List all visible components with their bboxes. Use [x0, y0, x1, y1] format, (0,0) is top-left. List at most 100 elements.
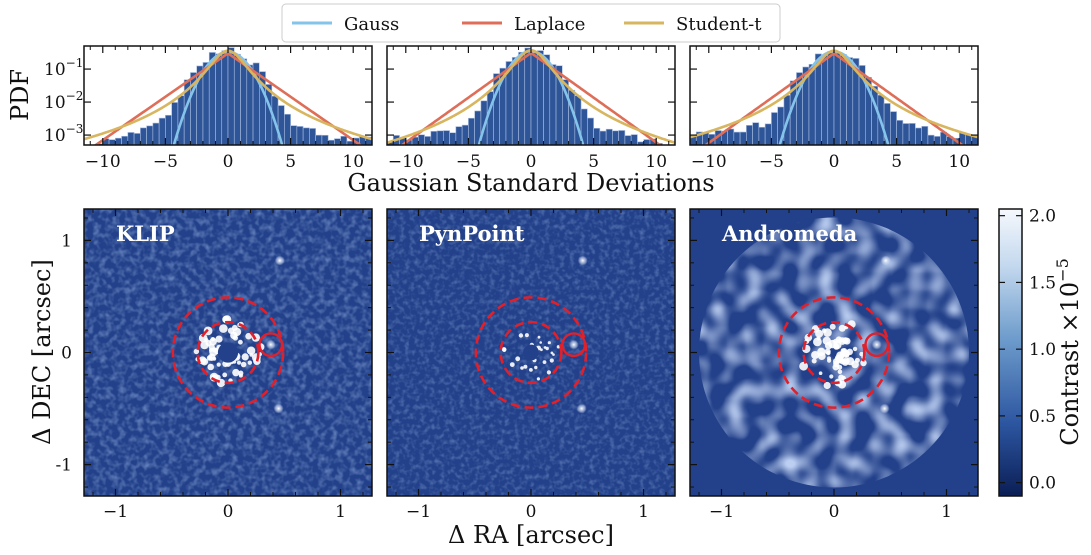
residual-speckle [811, 351, 820, 359]
y-tick-label-base: 10 [44, 126, 66, 146]
residual-speckle [236, 360, 242, 365]
x-tick-label: 5 [588, 152, 599, 172]
residual-speckle [212, 356, 217, 361]
legend-label-student-t: Student-t [676, 14, 762, 35]
histogram-bar [630, 134, 638, 145]
x-tick-label: −1 [709, 502, 734, 522]
residual-speckle [215, 335, 223, 343]
x-tick-label: 1 [638, 502, 649, 522]
residual-speckle [209, 337, 217, 346]
x-tick-label: −1 [406, 502, 431, 522]
image-area [84, 209, 372, 496]
residual-speckle [543, 346, 547, 349]
residual-speckle [238, 339, 243, 345]
histogram-bar [624, 135, 632, 145]
companion-source [871, 339, 882, 350]
residual-speckle [523, 364, 528, 369]
histogram-bar [612, 130, 619, 145]
companion-source [568, 339, 579, 350]
residual-speckle [249, 353, 254, 357]
x-tick-label: 0 [829, 502, 840, 522]
residual-speckle [547, 341, 551, 345]
companion-source [265, 339, 276, 350]
residual-speckle [200, 341, 209, 350]
residual-speckle [539, 341, 542, 344]
histogram-bar [618, 130, 626, 145]
x-tick-label: 5 [891, 152, 902, 172]
residual-speckle [860, 359, 867, 367]
histogram-bar [165, 114, 172, 145]
residual-speckle [845, 353, 850, 358]
x-tick-label: 10 [645, 152, 667, 172]
residual-speckle [245, 332, 252, 340]
residual-speckle [524, 333, 529, 338]
histogram-panel-3: −10 −5 0 5 10 [689, 45, 979, 172]
annulus-boundary [777, 296, 891, 409]
histogram-bar [233, 53, 241, 145]
annulus-boundary [196, 320, 260, 385]
y-tick-label-exponent: −3 [66, 122, 84, 136]
histogram-bar [146, 125, 154, 145]
x-tick-label: −10 [388, 152, 424, 172]
x-tick-label: −10 [85, 152, 121, 172]
histogram-bar [246, 64, 254, 145]
residual-speckle [811, 358, 817, 364]
residual-speckle [829, 374, 834, 379]
residual-speckle [515, 356, 521, 362]
histogram-bar [821, 54, 829, 145]
histogram-ylabel: PDF [6, 69, 34, 121]
residual-speckle [824, 341, 833, 350]
residual-speckle [799, 361, 808, 371]
residual-speckle [207, 363, 214, 371]
residual-speckle [841, 358, 849, 366]
residual-speckle [529, 368, 533, 372]
histogram-bar [643, 139, 651, 145]
residual-speckle [837, 338, 843, 343]
x-tick-label: −5 [153, 152, 178, 172]
model-curve-laplace [93, 51, 363, 145]
histogram-bar [108, 139, 116, 145]
residual-speckle [200, 358, 209, 366]
residual-speckle [193, 348, 200, 355]
histogram-bar [827, 50, 835, 145]
annulus-boundary [474, 296, 588, 409]
residual-speckle [818, 371, 823, 376]
histogram-bar [599, 130, 607, 145]
histogram-bar [771, 112, 778, 145]
image-area [690, 209, 978, 496]
residual-speckle [520, 366, 524, 370]
histogram-bar [933, 136, 941, 145]
residual-speckle [240, 361, 247, 368]
histogram-bar [449, 132, 457, 145]
histogram-bar [764, 123, 772, 145]
residual-speckle [247, 360, 252, 365]
panel-title: KLIP [116, 221, 175, 246]
annulus-boundary [802, 320, 866, 385]
residual-speckle [222, 372, 228, 378]
residual-speckle [546, 370, 552, 375]
histogram-bar [468, 117, 475, 145]
residual-speckle [509, 362, 515, 367]
residual-speckle [501, 347, 507, 352]
histogram-bar [158, 117, 166, 145]
residual-speckle [829, 323, 836, 330]
histogram-bar [839, 54, 847, 145]
histogram-bar [896, 120, 904, 145]
histogram-plot-area-1 [84, 47, 372, 145]
histogram-bar [215, 53, 223, 145]
y-tick-label: 1 [61, 231, 72, 251]
histogram-bar [309, 128, 316, 145]
histogram-bar [140, 127, 147, 145]
residual-speckle [843, 337, 851, 345]
histogram-bar [227, 47, 235, 145]
x-tick-label: 10 [948, 152, 970, 172]
colorbar: 2.0 1.5 1.0 0.5 0.0 [998, 207, 1056, 497]
residual-speckle [835, 345, 839, 350]
coronagraph-mask [523, 344, 539, 361]
histogram-bar [115, 137, 122, 145]
histogram-bar [605, 128, 613, 145]
histogram-bar [461, 124, 469, 145]
x-tick-label: 1 [335, 502, 346, 522]
histogram-bar [808, 64, 816, 145]
residual-speckle [836, 351, 845, 360]
